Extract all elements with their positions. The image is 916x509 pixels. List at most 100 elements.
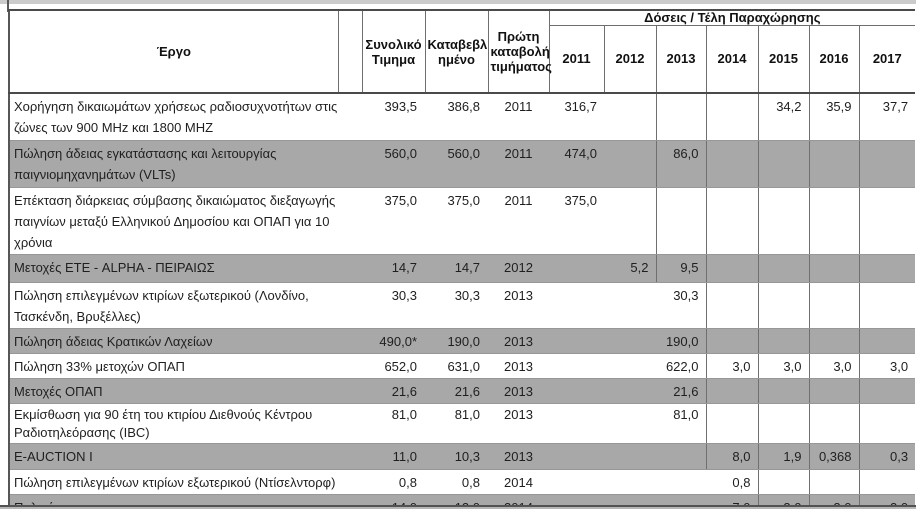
installment-2014: 3,0: [705, 353, 758, 379]
project-name: Πώληση επιλεγμένων κτιρίων εξωτερικού (Λ…: [9, 282, 362, 329]
paid-value: 14,7: [425, 254, 488, 283]
installment-2016: 3,0: [808, 353, 859, 379]
table-bottom-edge: [0, 505, 916, 509]
installment-2015: [757, 403, 809, 444]
table-row: Χορήγηση δικαιωμάτων χρήσεως ραδιοσυχνοτ…: [9, 93, 916, 141]
installment-2016: [808, 254, 859, 283]
first-payment-year: 2013: [488, 403, 549, 444]
installment-2015: 1,9: [757, 443, 809, 470]
table-row: Πώληση 33% μετοχών ΟΠΑΠ 652,0 631,0 2013…: [9, 353, 916, 379]
installment-2014: [705, 140, 758, 188]
table-row: Πώληση άδειας εγκατάστασης και λειτουργί…: [9, 140, 916, 188]
installment-2014: 0,8: [549, 469, 758, 495]
total-value: 393,5: [362, 93, 425, 141]
installment-2013: 9,5: [655, 254, 706, 283]
project-name: Πώληση άδειας εγκατάστασης και λειτουργί…: [9, 140, 362, 188]
installment-2011: 316,7: [549, 93, 604, 141]
total-value: 81,0: [362, 403, 425, 444]
installment-2013: 190,0: [549, 328, 706, 354]
installment-2013: 81,0: [549, 403, 706, 444]
installment-2017: 3,0: [858, 353, 916, 379]
project-name: E-AUCTION I: [9, 443, 362, 470]
header-cell-year-2015: 2015: [757, 25, 809, 94]
installment-2017: [858, 140, 916, 188]
first-payment-year: 2014: [488, 469, 549, 495]
installment-2013: 21,6: [549, 378, 706, 404]
table-row: Εκμίσθωση για 90 έτη του κτιρίου Διεθνού…: [9, 403, 916, 444]
table-row: Πώληση άδειας Κρατικών Λαχείων 490,0* 19…: [9, 328, 916, 354]
installment-2013: 622,0: [549, 353, 706, 379]
installment-2014: 8,0: [705, 443, 758, 470]
installment-2016: [808, 140, 859, 188]
first-payment-year: 2012: [488, 254, 549, 283]
installment-2013: 30,3: [549, 282, 706, 329]
installment-2016: [808, 282, 859, 329]
project-name: Χορήγηση δικαιωμάτων χρήσεως ραδιοσυχνοτ…: [9, 93, 362, 141]
installment-2013: 86,0: [655, 140, 706, 188]
header-cell-year-2011: 2011: [548, 25, 604, 94]
total-value: 0,8: [362, 469, 425, 495]
header-cell-year-2013: 2013: [655, 25, 706, 94]
installment-2017: [858, 378, 916, 404]
page-top-strip: [0, 0, 916, 4]
first-payment-year: 2011: [488, 187, 549, 255]
total-value: 652,0: [362, 353, 425, 379]
header-cell-year-2012: 2012: [603, 25, 656, 94]
header-cell-spacer: [337, 10, 362, 94]
installment-2011: 375,0: [549, 187, 604, 255]
table-row: Επέκταση διάρκειας σύμβασης δικαιώματος …: [9, 187, 916, 255]
installment-2015: [757, 187, 809, 255]
installment-2014: [705, 187, 758, 255]
installment-2014: [705, 378, 758, 404]
paid-value: 0,8: [425, 469, 488, 495]
total-value: 375,0: [362, 187, 425, 255]
installment-2017: 0,3: [858, 443, 916, 470]
first-payment-year: 2011: [488, 140, 549, 188]
installment-2016: 0,368: [808, 443, 859, 470]
header-cell-year-2016: 2016: [808, 25, 859, 94]
first-payment-year: 2013: [488, 353, 549, 379]
installment-2012: 5,2: [604, 254, 656, 283]
paid-value: 190,0: [425, 328, 488, 354]
header-row-top: Έργο Συνολικό Τιμημα Καταβεβλ ημένο Πρώτ…: [9, 10, 916, 94]
installment-2017: 37,7: [858, 93, 916, 141]
installment-2013: [549, 443, 706, 470]
installment-2017: [858, 403, 916, 444]
total-value: 30,3: [362, 282, 425, 329]
installment-2016: [808, 378, 859, 404]
header-cell-first-payment: Πρώτη καταβολή τιμήματος: [487, 10, 552, 94]
total-value: 11,0: [362, 443, 425, 470]
table-left-edge: [7, 0, 9, 12]
project-name: Πώληση άδειας Κρατικών Λαχείων: [9, 328, 362, 354]
installment-2015: [757, 282, 809, 329]
installment-2017: [858, 282, 916, 329]
header-cell-year-2014: 2014: [705, 25, 758, 94]
table-row: E-AUCTION I 11,0 10,3 2013 8,0 1,9 0,368…: [9, 443, 916, 470]
project-name: Επέκταση διάρκειας σύμβασης δικαιώματος …: [9, 187, 362, 255]
paid-value: 30,3: [425, 282, 488, 329]
installment-2011: [549, 254, 604, 283]
installment-2012: [604, 187, 656, 255]
installment-2015: [757, 328, 809, 354]
installment-2016: [808, 469, 859, 495]
installment-2014: [705, 93, 758, 141]
total-value: 14,7: [362, 254, 425, 283]
installment-2011: 474,0: [549, 140, 604, 188]
installment-2015: 3,0: [757, 353, 809, 379]
total-value: 21,6: [362, 378, 425, 404]
project-name: Μετοχές ΟΠΑΠ: [9, 378, 362, 404]
installment-2015: [757, 254, 809, 283]
installment-2016: [808, 403, 859, 444]
first-payment-year: 2013: [488, 378, 549, 404]
total-value: 560,0: [362, 140, 425, 188]
installment-2017: [858, 187, 916, 255]
installment-2016: 35,9: [808, 93, 859, 141]
paid-value: 81,0: [425, 403, 488, 444]
first-payment-year: 2011: [488, 93, 549, 141]
installment-2017: [858, 328, 916, 354]
header-cell-total: Συνολικό Τιμημα: [361, 10, 425, 94]
table-row: Πώληση επιλεγμένων κτιρίων εξωτερικού (Λ…: [9, 282, 916, 329]
paid-value: 386,8: [425, 93, 488, 141]
paid-value: 560,0: [425, 140, 488, 188]
